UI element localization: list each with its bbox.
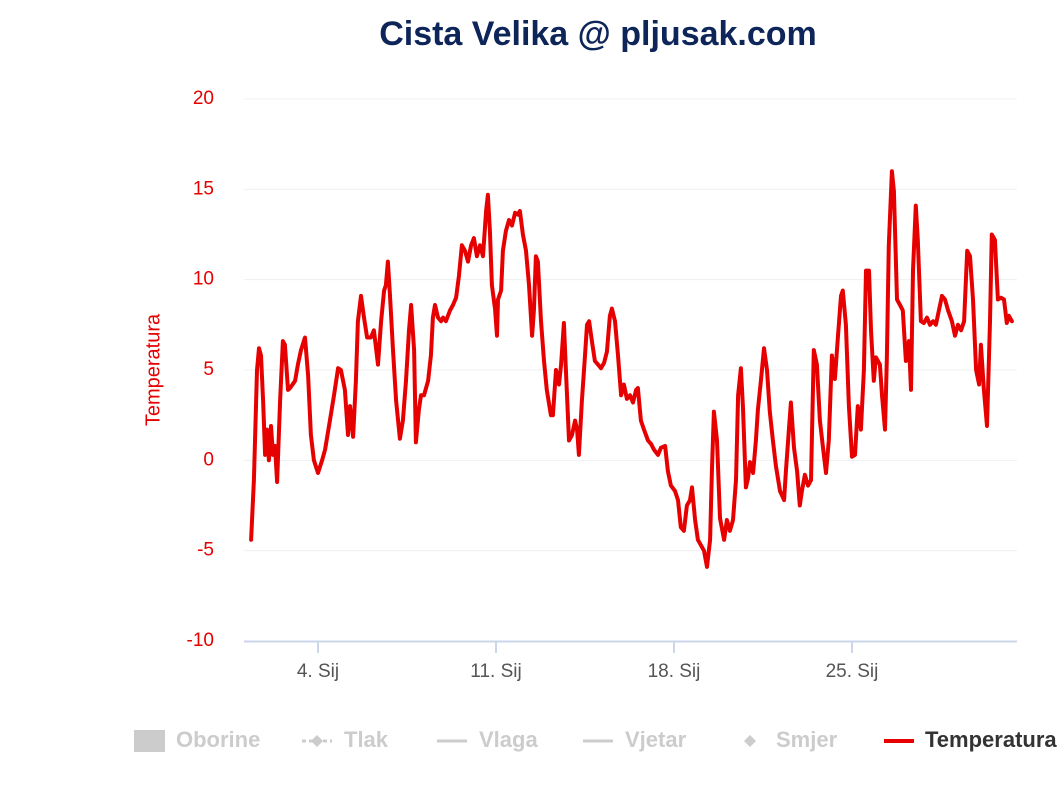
- y-tick-label: 5: [203, 359, 214, 380]
- legend-label[interactable]: Temperatura: [925, 727, 1057, 752]
- legend-symbol: [311, 735, 323, 747]
- legend-symbol: [744, 735, 756, 747]
- y-tick-label: 15: [193, 178, 214, 199]
- x-tick-label: 11. Sij: [470, 661, 521, 682]
- y-tick-label: -5: [197, 540, 214, 561]
- legend-label[interactable]: Vjetar: [625, 727, 687, 752]
- legend-label[interactable]: Vlaga: [479, 727, 538, 752]
- legend-label[interactable]: Oborine: [176, 727, 260, 752]
- x-tick-label: 4. Sij: [297, 661, 339, 682]
- x-tick-label: 18. Sij: [648, 661, 701, 682]
- chart-title: Cista Velika @ pljusak.com: [379, 15, 817, 53]
- legend-symbol: [134, 730, 165, 752]
- legend-label[interactable]: Smjer: [776, 727, 838, 752]
- x-tick-label: 25. Sij: [826, 661, 879, 682]
- y-axis-title: Temperatura: [142, 313, 164, 426]
- y-tick-label: 20: [193, 88, 214, 109]
- y-tick-label: 10: [193, 269, 214, 290]
- y-tick-label: -10: [187, 630, 214, 651]
- y-tick-label: 0: [203, 449, 214, 470]
- temperature-line: [249, 169, 1014, 569]
- legend-label[interactable]: Tlak: [344, 727, 389, 752]
